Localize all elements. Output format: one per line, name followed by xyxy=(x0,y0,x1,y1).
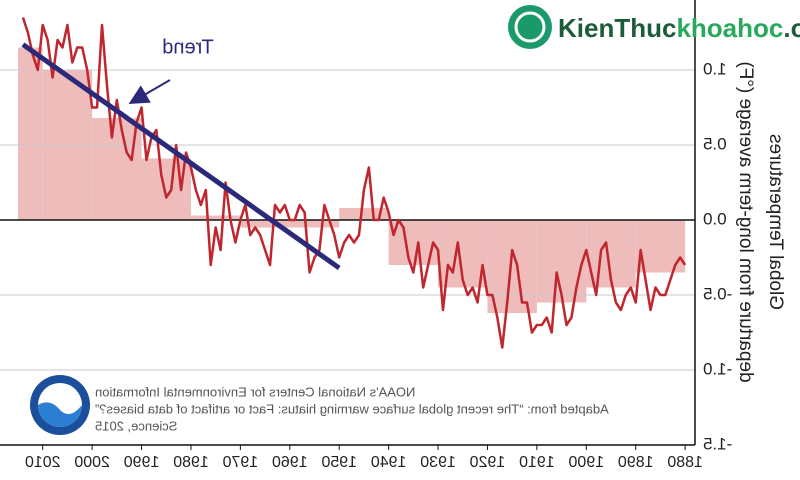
y-tick-label: -0.5 xyxy=(703,284,732,303)
x-tick-label: 1970 xyxy=(222,454,258,471)
y-tick-label: 0.0 xyxy=(703,209,727,228)
watermark-part: KienThuc xyxy=(558,13,676,43)
y-tick-label: -1.5 xyxy=(703,434,732,453)
y-tick-label: 1.5 xyxy=(703,0,727,3)
trend-label: Trend xyxy=(162,36,214,58)
decade-bar xyxy=(92,118,142,220)
x-tick-label: 1890 xyxy=(618,454,654,471)
x-tick-label: 2010 xyxy=(25,454,61,471)
source-text: Adapted from: “The recent global surface… xyxy=(95,401,609,416)
x-tick-label: 1960 xyxy=(272,454,308,471)
noaa-logo xyxy=(30,375,90,435)
decade-bar xyxy=(18,47,43,220)
trend-line xyxy=(21,42,341,271)
x-tick-label: 1990 xyxy=(124,454,160,471)
watermark-text: KienThuckhoahoc.org xyxy=(558,13,800,43)
x-tick-label: 1880 xyxy=(667,454,703,471)
source-text: Science, 2015 xyxy=(95,418,177,433)
x-tick-label: 2000 xyxy=(74,454,110,471)
watermark-part: khoahoc xyxy=(676,13,783,43)
source-text: NOAA's National Centers for Environmenta… xyxy=(95,384,415,399)
y-axis-label: Global Temperatures xyxy=(765,134,786,310)
x-tick-label: 1940 xyxy=(371,454,407,471)
y-tick-label: 1.0 xyxy=(703,59,727,78)
lines-layer xyxy=(21,17,687,349)
watermark-part: .org xyxy=(783,13,800,43)
decade-bar xyxy=(190,215,241,220)
x-tick-label: 1910 xyxy=(519,454,555,471)
decade-bar xyxy=(339,208,389,220)
x-tick-label: 1920 xyxy=(470,454,506,471)
y-tick-label: 0.5 xyxy=(703,134,727,153)
annual-line xyxy=(21,17,687,349)
x-tick-label: 1900 xyxy=(568,454,604,471)
plot-area: -1.5 -1.0 -0.5 0.0 0.5 1.0 1.5 1880 1890 1900 1910… xyxy=(0,0,786,471)
decade-bar xyxy=(289,220,340,228)
x-tick-label: 1980 xyxy=(173,454,209,471)
trend-arrow xyxy=(128,79,171,105)
decade-bar xyxy=(536,220,587,303)
y-axis-label: departure from long-term average (°F) xyxy=(735,61,756,382)
watermark: KienThuckhoahoc.org xyxy=(508,5,800,49)
decade-bar xyxy=(240,220,290,228)
y-tick-label: -1.0 xyxy=(703,359,732,378)
grid-layer: -1.5 -1.0 -0.5 0.0 0.5 1.0 1.5 1880 1890 1900 1910… xyxy=(0,0,732,471)
bars-layer xyxy=(18,47,686,313)
x-tick-label: 1930 xyxy=(420,454,456,471)
decade-bar xyxy=(487,220,537,313)
x-tick-label: 1950 xyxy=(321,454,357,471)
